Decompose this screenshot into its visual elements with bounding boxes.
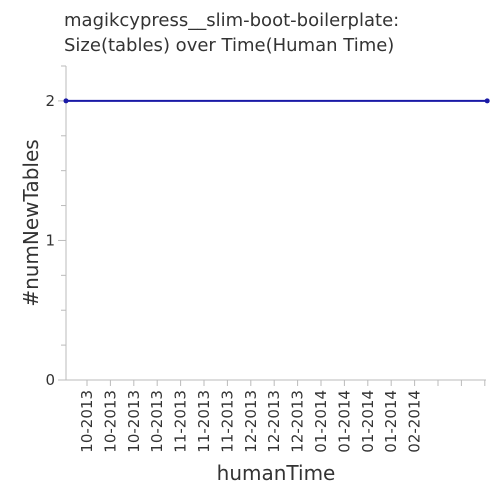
x-tick-label: 12-2013 xyxy=(289,390,307,453)
x-tick-label: 01-2014 xyxy=(335,390,353,453)
x-tick-label: 10-2013 xyxy=(125,390,143,453)
data-point xyxy=(63,98,69,104)
x-tick-label: 10-2013 xyxy=(101,390,119,453)
x-tick-label: 11-2013 xyxy=(195,390,213,453)
x-tick-label: 01-2014 xyxy=(359,390,377,453)
series-layer xyxy=(63,98,490,104)
x-tick-label: 12-2013 xyxy=(242,390,260,453)
x-tick-label: 02-2014 xyxy=(406,390,424,453)
x-tick-label: 11-2013 xyxy=(218,390,236,453)
y-axis-ticks: 0 1 2 xyxy=(45,65,66,389)
y-tick-label: 1 xyxy=(45,231,55,249)
y-tick-label: 2 xyxy=(45,92,55,110)
y-tick-label: 0 xyxy=(45,371,55,389)
x-tick-label: 11-2013 xyxy=(172,390,190,453)
x-tick-label: 10-2013 xyxy=(78,390,96,453)
y-axis-label: #numNewTables xyxy=(19,139,43,306)
x-axis-label: humanTime xyxy=(217,461,336,485)
chart-title-line-2: Size(tables) over Time(Human Time) xyxy=(64,35,394,56)
chart-title-line-1: magikcypress__slim-boot-boilerplate: xyxy=(64,10,399,31)
x-axis-ticks: 10-2013 10-2013 10-2013 10-2013 11-2013 11-20… xyxy=(78,380,486,453)
x-tick-label: 12-2013 xyxy=(265,390,283,453)
data-point xyxy=(484,98,490,104)
x-tick-label: 01-2014 xyxy=(382,390,400,453)
x-tick-label: 10-2013 xyxy=(148,390,166,453)
x-tick-label: 01-2014 xyxy=(312,390,330,453)
